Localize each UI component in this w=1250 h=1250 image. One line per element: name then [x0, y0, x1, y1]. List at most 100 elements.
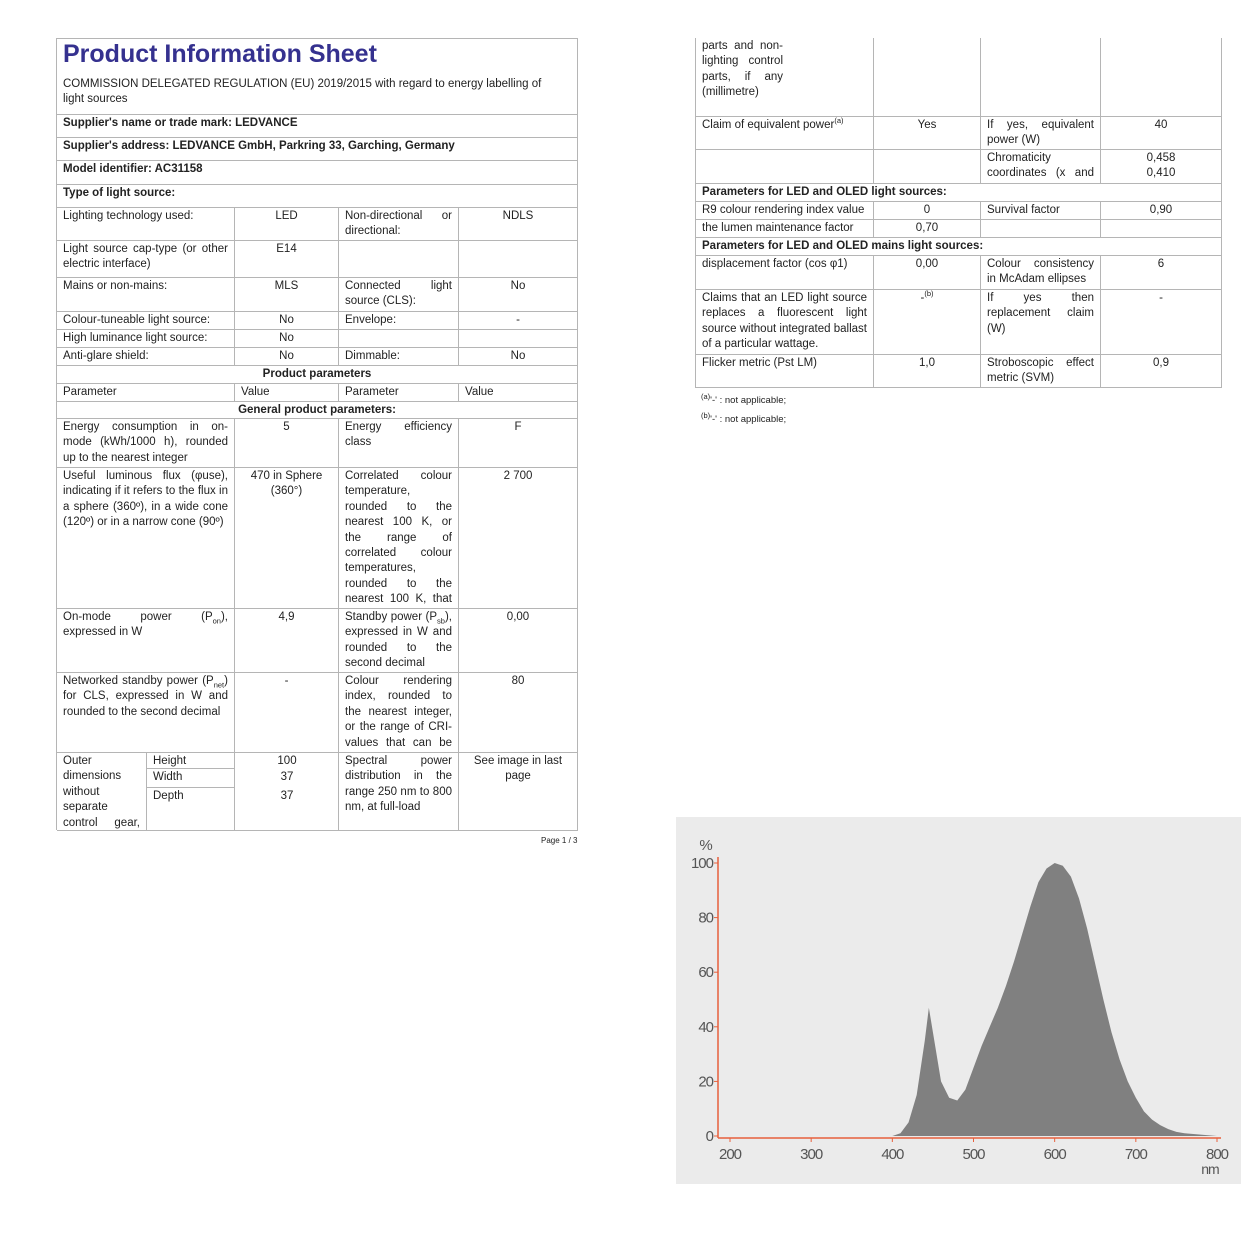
subscript: net — [213, 680, 225, 690]
field-label: Supplier's address: — [63, 140, 170, 152]
dimension-name: Height — [146, 753, 235, 769]
dimension-name: Depth — [146, 788, 235, 830]
cell-text: No — [279, 332, 294, 344]
table-cell: 6 — [1101, 256, 1222, 290]
table-cell — [874, 150, 981, 184]
table-cell: Outer dimensions without separate contro… — [57, 753, 339, 831]
table-cell: Spectral power distribution in the range… — [339, 753, 459, 831]
table-cell: Light source cap-type (or other electric… — [57, 241, 235, 278]
cell-text: Colour-tuneable light source: — [63, 314, 211, 326]
table-cell — [339, 330, 459, 348]
table-cell — [339, 241, 459, 278]
cell-text: 0,00 — [506, 611, 530, 623]
section-heading: Parameters for LED and OLED light source… — [702, 186, 947, 198]
table-cell: -(b) — [874, 290, 981, 355]
table-cell: Correlated colour temperature, rounded t… — [339, 468, 459, 609]
row-cell: Model identifier: AC31158 — [57, 161, 578, 185]
cell-text: Useful luminous flux (φuse), indicating … — [63, 470, 228, 529]
table-cell: Stroboscopic effect metric (SVM) — [981, 355, 1101, 388]
x-tick-label: 700 — [1125, 1146, 1148, 1163]
table-cell: High luminance light source: — [57, 330, 235, 348]
table-cell: R9 colour rendering index value — [696, 202, 874, 220]
cell-text: Colour consistency in McAdam ellipses — [987, 258, 1094, 286]
table-cell — [981, 38, 1101, 117]
footnote: (a)'-' : not applicable; — [701, 391, 786, 410]
table-cell — [874, 38, 981, 117]
dimension-value: 37 — [280, 790, 294, 802]
subscript: sb — [437, 616, 445, 626]
y-axis-label: % — [699, 837, 712, 854]
cell-text: 4,9 — [278, 611, 295, 623]
dimension-value: 37 — [280, 771, 294, 783]
cell-text: No — [279, 314, 294, 326]
table-cell — [1101, 220, 1222, 238]
y-tick-label: 20 — [698, 1073, 713, 1090]
table-cell: Chromaticity coordinates (x and y) — [981, 150, 1101, 184]
text: - — [920, 292, 925, 304]
table-cell: 5 — [235, 419, 339, 468]
table-cell: Parameter — [339, 384, 459, 402]
table-cell: Survival factor — [981, 202, 1101, 220]
cell-text: Survival factor — [987, 204, 1060, 216]
cell-text: Anti-glare shield: — [63, 350, 149, 362]
cell-text: No — [510, 350, 526, 362]
table-cell: Non-directional or directional: — [339, 208, 459, 241]
table-cell: Lighting technology used: — [57, 208, 235, 241]
text: ) for CLS, expressed in W and rounded to… — [63, 675, 228, 718]
table-cell: No — [235, 330, 339, 348]
table-cell: LED — [235, 208, 339, 241]
table-cell: 0,90 — [1101, 202, 1222, 220]
cell-text: Mains or non-mains: — [63, 280, 168, 292]
cell-text: Dimmable: — [345, 350, 400, 362]
table-cell: Standby power (Psb), expressed in W and … — [339, 609, 459, 673]
table-cell: Colour consistency in McAdam ellipses — [981, 256, 1101, 290]
cell-text: Parameter — [63, 386, 117, 398]
table-cell — [459, 330, 578, 348]
table-cell: 470 in Sphere (360°) — [235, 468, 339, 609]
superscript: (a) — [701, 391, 711, 401]
row-cell: Parameters for LED and OLED light source… — [696, 184, 1222, 202]
y-tick-label: 80 — [698, 910, 713, 927]
text: Claim of equivalent power — [702, 119, 835, 131]
section-heading: Type of light source: — [63, 187, 176, 199]
cell-text: Colour rendering index, rounded to the n… — [345, 675, 452, 749]
table-cell: F — [459, 419, 578, 468]
cell-text: Value — [465, 386, 494, 398]
cell-text: 40 — [1154, 119, 1168, 131]
text: ), expressed in W — [63, 611, 228, 639]
table-cell: On-mode power (Pon), expressed in W — [57, 609, 235, 673]
cell-text: the lumen maintenance factor — [702, 222, 854, 234]
table-cell: If yes then replacement claim (W) — [981, 290, 1101, 355]
table-cell — [459, 241, 578, 278]
cell-text: Stroboscopic effect metric (SVM) — [987, 357, 1094, 385]
table-cell: - — [459, 312, 578, 330]
table-cell: See image in last page — [459, 753, 578, 831]
x-axis-label: nm — [1201, 1161, 1219, 1177]
right-table: parts and non-lighting control parts, if… — [695, 38, 1222, 388]
subtitle: COMMISSION DELEGATED REGULATION (EU) 201… — [63, 78, 542, 106]
table-cell: Useful luminous flux (φuse), indicating … — [57, 468, 235, 609]
field-value: AC31158 — [154, 163, 203, 175]
field-value: LEDVANCE — [235, 117, 298, 129]
x-tick-label: 400 — [881, 1146, 904, 1163]
superscript: (a) — [834, 117, 844, 126]
cell-text: Energy consumption in on-mode (kWh/1000 … — [63, 421, 228, 464]
table-cell: NDLS — [459, 208, 578, 241]
cell-text: See image in last page — [473, 755, 563, 783]
cell-text: LED — [275, 210, 298, 222]
spectrum-chart: % nm 0 20 40 60 80 100 200 300 400 500 600 700 800 — [676, 817, 1241, 1184]
table-cell: 0 — [874, 202, 981, 220]
superscript: (b) — [924, 290, 934, 299]
cell-text: F — [514, 421, 522, 433]
section-heading: Parameters for LED and OLED mains light … — [702, 240, 984, 252]
spectrum-area — [730, 863, 1217, 1136]
cell-text: Parameter — [345, 386, 399, 398]
cell-text: No — [510, 280, 526, 292]
cell-text: Claims that an LED light source replaces… — [702, 292, 867, 351]
y-tick-label: 40 — [698, 1019, 713, 1036]
cell-text: 470 in Sphere (360°) — [250, 470, 323, 498]
cell-text: 0,00 — [915, 258, 939, 270]
table-cell — [1101, 38, 1222, 117]
row-cell: Product parameters — [57, 366, 578, 384]
table-cell: Value — [459, 384, 578, 402]
